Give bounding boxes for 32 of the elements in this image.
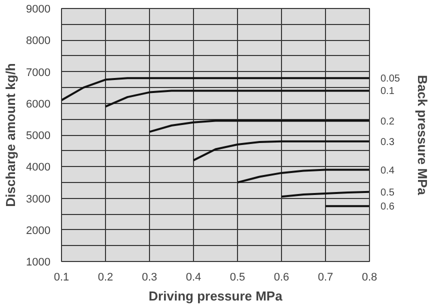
y-tick-label: 3000 xyxy=(26,193,51,206)
series-label: 0.3 xyxy=(380,136,395,148)
x-tick-label: 0.7 xyxy=(318,272,334,284)
line-series xyxy=(62,77,370,102)
x-axis-title: Driving pressure MPa xyxy=(148,288,284,304)
y-tick-label: 4000 xyxy=(26,162,51,174)
x-tick-label: 0.2 xyxy=(98,272,114,284)
y-tick-label: 5000 xyxy=(26,130,51,142)
x-tick-label: 0.5 xyxy=(230,272,246,284)
y-tick-label: 8000 xyxy=(26,35,51,48)
y-tick-label: 1000 xyxy=(26,256,51,268)
series-label: 0.2 xyxy=(380,116,395,128)
x-tick-label: 0.3 xyxy=(142,272,158,284)
y-tick-label: 9000 xyxy=(26,4,51,16)
y2-axis-title: Back pressure MPa xyxy=(414,75,430,196)
x-tick-label: 0.6 xyxy=(274,272,290,284)
series-label: 0.6 xyxy=(380,202,395,213)
x-tick-label: 0.1 xyxy=(54,272,70,284)
y-tick-label: 6000 xyxy=(26,98,51,110)
x-tick-label: 0.4 xyxy=(186,272,202,284)
series-label: 0.1 xyxy=(380,86,395,98)
series-label: 0.05 xyxy=(380,74,400,85)
y-axis-title: Discharge amount kg/h xyxy=(3,63,18,207)
y-tick-label: 2000 xyxy=(26,224,51,237)
line-series xyxy=(104,90,370,108)
line-series xyxy=(192,140,370,162)
series-label: 0.4 xyxy=(380,165,395,176)
line-series xyxy=(236,168,370,184)
series-label: 0.5 xyxy=(380,187,395,198)
line-series xyxy=(148,120,370,133)
x-tick-label: 0.8 xyxy=(362,272,378,284)
y-tick-label: 7000 xyxy=(26,66,51,79)
